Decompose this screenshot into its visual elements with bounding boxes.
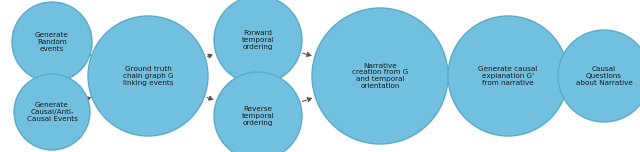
Text: Generate
Random
events: Generate Random events xyxy=(35,32,69,52)
Text: Generate
Causal/Anti-
Causal Events: Generate Causal/Anti- Causal Events xyxy=(27,102,77,122)
Circle shape xyxy=(558,30,640,122)
Circle shape xyxy=(88,16,208,136)
Circle shape xyxy=(14,74,90,150)
Circle shape xyxy=(214,72,302,152)
Circle shape xyxy=(448,16,568,136)
Text: Ground truth
chain graph G
linking events: Ground truth chain graph G linking event… xyxy=(123,66,173,86)
Text: Causal
Questions
about Narrative: Causal Questions about Narrative xyxy=(575,66,632,86)
Text: Reverse
temporal
ordering: Reverse temporal ordering xyxy=(242,106,275,126)
Text: Generate causal
explanation G'
from narrative: Generate causal explanation G' from narr… xyxy=(478,66,538,86)
Text: Forward
temporal
ordering: Forward temporal ordering xyxy=(242,30,275,50)
Circle shape xyxy=(12,2,92,82)
Circle shape xyxy=(312,8,448,144)
Circle shape xyxy=(214,0,302,84)
Text: Narrative
creation from G
and temporal
orientation: Narrative creation from G and temporal o… xyxy=(352,62,408,90)
